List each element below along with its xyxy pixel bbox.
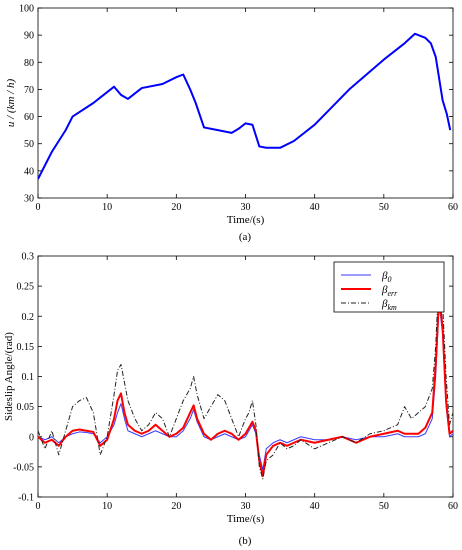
beta-km-series-line (38, 267, 453, 480)
legend-box (333, 261, 445, 313)
x-tick-label: 10 (102, 202, 112, 213)
y-axis-label: u / (km / h) (5, 79, 17, 128)
x-tick-label: 60 (448, 202, 458, 213)
x-tick-label: 30 (241, 501, 251, 512)
y-tick-label: 0.15 (17, 342, 35, 353)
x-tick-label: 10 (102, 501, 112, 512)
panel-a-label: (a) (239, 231, 252, 243)
y-tick-label: 0.3 (22, 252, 35, 263)
y-tick-label: 50 (24, 139, 34, 150)
y-tick-label: 0.05 (17, 402, 35, 413)
x-tick-label: 20 (171, 202, 181, 213)
legend-entry: βkm (381, 298, 397, 312)
y-tick-label: -0.05 (13, 462, 34, 473)
x-tick-label: 50 (379, 202, 389, 213)
y-tick-label: 60 (24, 112, 34, 123)
y-tick-label: 90 (24, 31, 34, 42)
x-axis-label: Time/(s) (227, 214, 265, 226)
y-tick-label: -0.1 (18, 493, 34, 504)
x-tick-label: 50 (379, 501, 389, 512)
legend-entry: βerr (381, 284, 398, 298)
y-tick-label: 0 (29, 432, 34, 443)
y-axis-label: Sideslip Angle/(rad) (3, 332, 15, 421)
beta-err-series-line (38, 294, 453, 477)
y-tick-label: 70 (24, 85, 34, 96)
y-tick-label: 0.25 (17, 282, 35, 293)
x-tick-label: 60 (448, 501, 458, 512)
y-tick-label: 30 (24, 194, 34, 205)
y-tick-label: 80 (24, 58, 34, 69)
speed-series-line (38, 32, 452, 180)
y-tick-label: 0.1 (22, 372, 35, 383)
speed-chart: 0 10 20 30 40 50 60 30 40 50 60 70 80 90 100 Time/(s) u … (5, 4, 458, 227)
x-tick-label: 0 (36, 501, 41, 512)
y-tick-label: 100 (19, 4, 34, 15)
panel-b-label: (b) (239, 535, 252, 547)
x-axis-label: Time/(s) (227, 513, 265, 525)
plot-frame (37, 7, 454, 199)
y-tick-label: 40 (24, 166, 34, 177)
x-tick-label: 20 (171, 501, 181, 512)
x-tick-label: 30 (241, 202, 251, 213)
x-tick-label: 40 (310, 202, 320, 213)
sideslip-chart: 0 10 20 30 40 50 60 -0.1 -0.05 0 0.05 0.1 0.15 0.2 0.2… (3, 252, 458, 526)
legend-entry: β0 (381, 270, 391, 284)
x-tick-label: 0 (36, 202, 41, 213)
y-tick-label: 0.2 (22, 312, 35, 323)
x-tick-label: 40 (310, 501, 320, 512)
